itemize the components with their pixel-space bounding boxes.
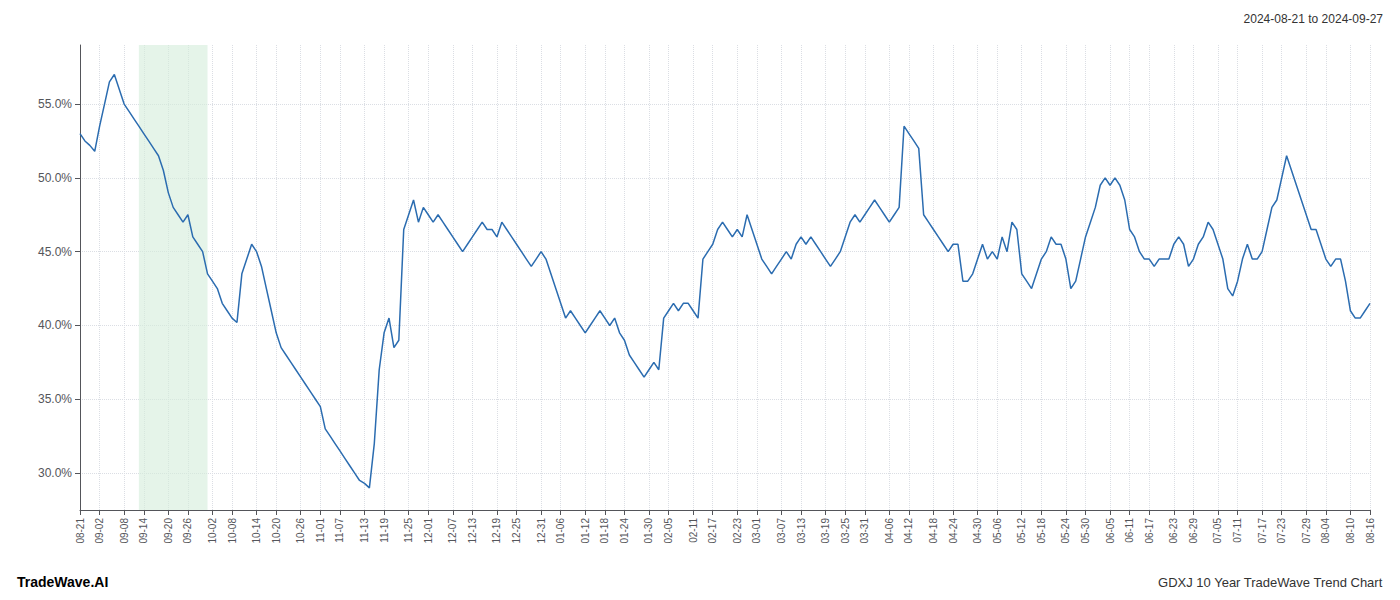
svg-text:03-13: 03-13 xyxy=(796,518,807,544)
svg-text:11-19: 11-19 xyxy=(379,518,390,543)
svg-text:10-26: 10-26 xyxy=(295,518,306,544)
svg-text:08-10: 08-10 xyxy=(1345,518,1356,544)
svg-text:04-06: 04-06 xyxy=(884,518,895,544)
svg-text:09-26: 09-26 xyxy=(182,518,193,544)
svg-text:02-17: 02-17 xyxy=(707,518,718,544)
svg-text:12-01: 12-01 xyxy=(423,518,434,544)
svg-text:01-06: 01-06 xyxy=(555,518,566,544)
svg-text:04-24: 04-24 xyxy=(948,518,959,544)
svg-text:06-11: 06-11 xyxy=(1124,518,1135,543)
svg-text:03-19: 03-19 xyxy=(820,518,831,544)
svg-text:11-13: 11-13 xyxy=(359,518,370,543)
svg-text:09-20: 09-20 xyxy=(163,518,174,544)
svg-text:04-30: 04-30 xyxy=(972,518,983,544)
svg-text:09-08: 09-08 xyxy=(119,518,130,544)
svg-text:GDXJ 10 Year TradeWave Trend C: GDXJ 10 Year TradeWave Trend Chart xyxy=(1158,575,1383,590)
svg-text:04-12: 04-12 xyxy=(903,518,914,544)
svg-text:03-01: 03-01 xyxy=(751,518,762,544)
svg-text:08-21: 08-21 xyxy=(75,518,86,544)
svg-text:12-25: 12-25 xyxy=(511,518,522,544)
svg-text:12-31: 12-31 xyxy=(536,518,547,544)
svg-text:12-07: 12-07 xyxy=(447,518,458,544)
svg-text:35.0%: 35.0% xyxy=(38,392,72,406)
svg-text:10-08: 10-08 xyxy=(227,518,238,544)
svg-text:50.0%: 50.0% xyxy=(38,171,72,185)
svg-text:08-04: 08-04 xyxy=(1320,518,1331,544)
svg-text:10-14: 10-14 xyxy=(251,518,262,544)
svg-text:08-16: 08-16 xyxy=(1365,518,1376,544)
svg-text:10-20: 10-20 xyxy=(271,518,282,544)
svg-text:05-12: 05-12 xyxy=(1016,518,1027,544)
svg-text:07-05: 07-05 xyxy=(1212,518,1223,544)
svg-text:06-29: 06-29 xyxy=(1188,518,1199,544)
svg-text:2024-08-21 to 2024-09-27: 2024-08-21 to 2024-09-27 xyxy=(1244,12,1384,26)
svg-text:01-12: 01-12 xyxy=(580,518,591,544)
svg-text:02-05: 02-05 xyxy=(663,518,674,544)
svg-text:06-23: 06-23 xyxy=(1168,518,1179,544)
svg-text:05-18: 05-18 xyxy=(1036,518,1047,544)
svg-text:05-06: 05-06 xyxy=(992,518,1003,544)
svg-text:01-30: 01-30 xyxy=(643,518,654,544)
svg-text:55.0%: 55.0% xyxy=(38,97,72,111)
svg-text:03-31: 03-31 xyxy=(859,518,870,544)
svg-text:02-23: 02-23 xyxy=(732,518,743,544)
svg-text:TradeWave.AI: TradeWave.AI xyxy=(17,574,108,590)
svg-text:02-11: 02-11 xyxy=(688,518,699,543)
svg-text:09-02: 09-02 xyxy=(94,518,105,544)
svg-text:06-17: 06-17 xyxy=(1144,518,1155,544)
svg-text:01-18: 01-18 xyxy=(599,518,610,544)
svg-text:11-07: 11-07 xyxy=(334,518,345,543)
svg-text:07-17: 07-17 xyxy=(1257,518,1268,544)
svg-text:45.0%: 45.0% xyxy=(38,245,72,259)
svg-text:11-01: 11-01 xyxy=(315,518,326,543)
svg-text:01-24: 01-24 xyxy=(619,518,630,544)
svg-text:11-25: 11-25 xyxy=(403,518,414,543)
svg-text:07-23: 07-23 xyxy=(1276,518,1287,544)
svg-text:09-14: 09-14 xyxy=(138,518,149,544)
svg-text:12-19: 12-19 xyxy=(491,518,502,544)
svg-text:04-18: 04-18 xyxy=(928,518,939,544)
svg-text:03-07: 03-07 xyxy=(776,518,787,544)
svg-text:12-13: 12-13 xyxy=(467,518,478,544)
svg-text:40.0%: 40.0% xyxy=(38,318,72,332)
svg-text:05-24: 05-24 xyxy=(1060,518,1071,544)
svg-text:30.0%: 30.0% xyxy=(38,466,72,480)
svg-text:10-02: 10-02 xyxy=(207,518,218,544)
svg-text:05-30: 05-30 xyxy=(1080,518,1091,544)
svg-text:03-25: 03-25 xyxy=(840,518,851,544)
svg-text:06-05: 06-05 xyxy=(1105,518,1116,544)
svg-text:07-11: 07-11 xyxy=(1232,518,1243,543)
svg-text:07-29: 07-29 xyxy=(1301,518,1312,544)
